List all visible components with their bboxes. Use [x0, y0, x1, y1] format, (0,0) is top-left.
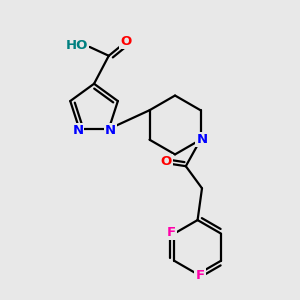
Text: F: F — [195, 269, 205, 282]
Text: O: O — [160, 155, 172, 168]
Text: N: N — [72, 124, 83, 137]
Text: HO: HO — [66, 39, 88, 52]
Text: N: N — [196, 133, 208, 146]
Text: O: O — [120, 34, 131, 48]
Text: F: F — [167, 226, 176, 239]
Text: N: N — [105, 124, 116, 137]
